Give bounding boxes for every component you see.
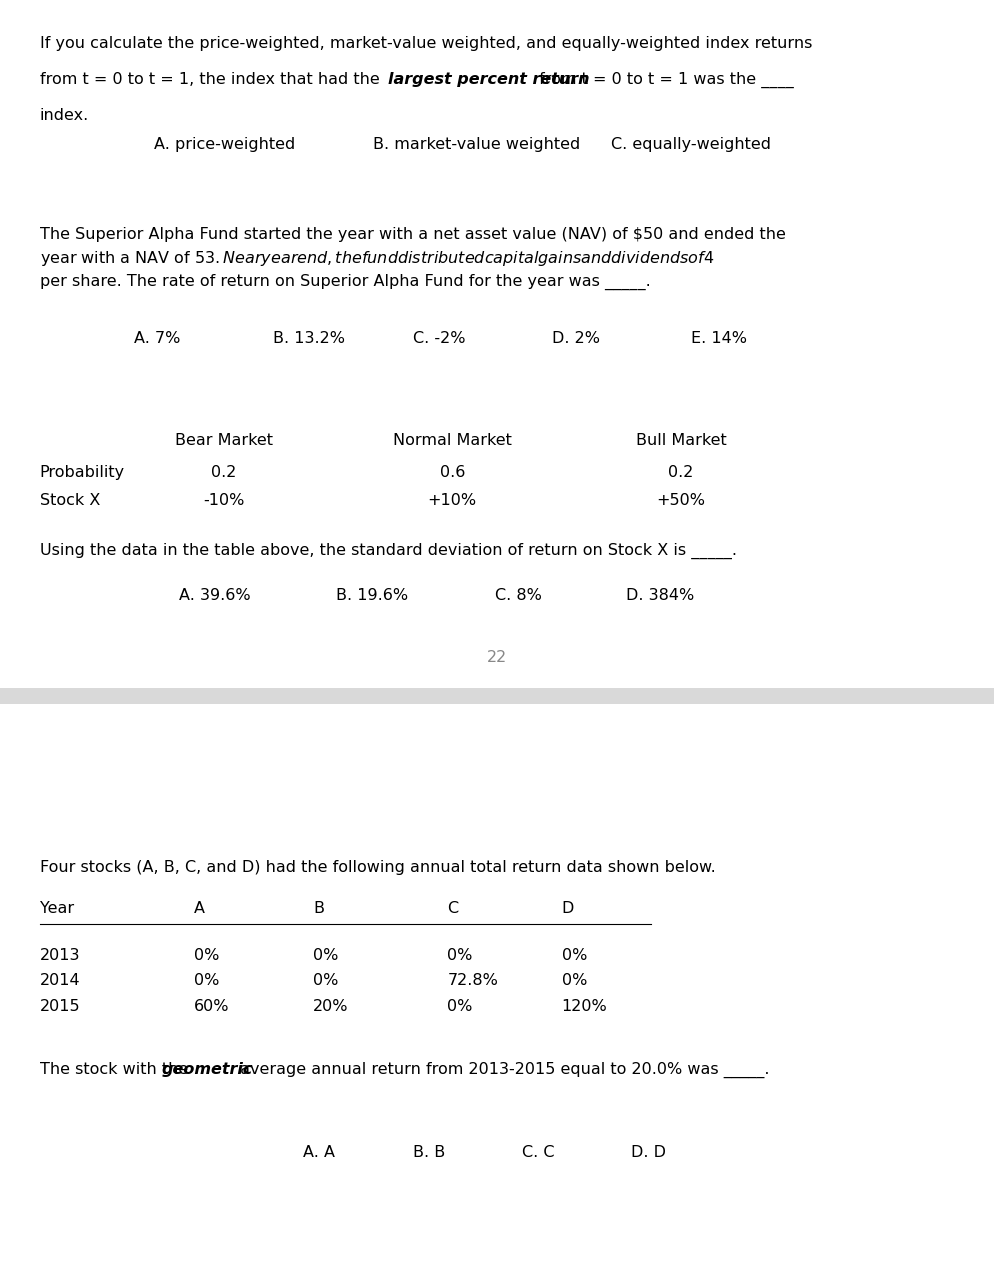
Text: Stock X: Stock X <box>40 493 100 508</box>
Text: D. 2%: D. 2% <box>552 331 599 347</box>
Text: The stock with the: The stock with the <box>40 1062 193 1077</box>
Text: C. C: C. C <box>522 1145 555 1161</box>
Text: Probability: Probability <box>40 465 125 480</box>
Text: A. 7%: A. 7% <box>134 331 181 347</box>
Text: 0%: 0% <box>562 973 587 989</box>
Text: A. A: A. A <box>303 1145 335 1161</box>
Text: -10%: -10% <box>203 493 245 508</box>
Text: Bear Market: Bear Market <box>175 433 272 448</box>
Text: D. 384%: D. 384% <box>626 588 695 603</box>
Text: C. -2%: C. -2% <box>413 331 465 347</box>
Bar <box>0 688 994 704</box>
Text: If you calculate the price-weighted, market-value weighted, and equally-weighted: If you calculate the price-weighted, mar… <box>40 36 812 51</box>
Text: B. 13.2%: B. 13.2% <box>273 331 345 347</box>
Text: D: D <box>562 901 574 917</box>
Text: A: A <box>194 901 205 917</box>
Text: E. 14%: E. 14% <box>691 331 746 347</box>
Text: 72.8%: 72.8% <box>447 973 498 989</box>
Text: Normal Market: Normal Market <box>393 433 512 448</box>
Text: from t = 0 to t = 1, the index that had the: from t = 0 to t = 1, the index that had … <box>40 72 385 87</box>
Text: C. 8%: C. 8% <box>495 588 542 603</box>
Text: 0%: 0% <box>313 973 339 989</box>
Text: 2015: 2015 <box>40 999 81 1014</box>
Text: Year: Year <box>40 901 74 917</box>
Text: 2014: 2014 <box>40 973 81 989</box>
Text: 20%: 20% <box>313 999 349 1014</box>
Text: 60%: 60% <box>194 999 230 1014</box>
Text: C. equally-weighted: C. equally-weighted <box>611 137 771 153</box>
Text: 2013: 2013 <box>40 948 81 963</box>
Text: 120%: 120% <box>562 999 607 1014</box>
Text: B: B <box>313 901 324 917</box>
Text: D. D: D. D <box>631 1145 666 1161</box>
Text: B. 19.6%: B. 19.6% <box>336 588 409 603</box>
Text: A. 39.6%: A. 39.6% <box>179 588 250 603</box>
Text: Using the data in the table above, the standard deviation of return on Stock X i: Using the data in the table above, the s… <box>40 543 737 560</box>
Text: Bull Market: Bull Market <box>635 433 727 448</box>
Text: +10%: +10% <box>427 493 477 508</box>
Text: C: C <box>447 901 458 917</box>
Text: +50%: +50% <box>656 493 706 508</box>
Text: 22: 22 <box>487 650 507 665</box>
Text: index.: index. <box>40 108 89 123</box>
Text: A. price-weighted: A. price-weighted <box>154 137 295 153</box>
Text: from t = 0 to t = 1 was the ____: from t = 0 to t = 1 was the ____ <box>534 72 793 89</box>
Text: largest percent return: largest percent return <box>388 72 589 87</box>
Text: 0%: 0% <box>562 948 587 963</box>
Text: 0%: 0% <box>194 973 220 989</box>
Text: average annual return from 2013-2015 equal to 20.0% was _____.: average annual return from 2013-2015 equ… <box>235 1062 769 1079</box>
Text: B. market-value weighted: B. market-value weighted <box>373 137 580 153</box>
Text: B. B: B. B <box>413 1145 444 1161</box>
Text: Four stocks (A, B, C, and D) had the following annual total return data shown be: Four stocks (A, B, C, and D) had the fol… <box>40 860 716 876</box>
Text: geometric: geometric <box>162 1062 253 1077</box>
Text: 0.2: 0.2 <box>211 465 237 480</box>
Text: 0%: 0% <box>194 948 220 963</box>
Text: 0%: 0% <box>447 948 473 963</box>
Text: 0.6: 0.6 <box>439 465 465 480</box>
Text: 0.2: 0.2 <box>668 465 694 480</box>
Text: 0%: 0% <box>447 999 473 1014</box>
Text: 0%: 0% <box>313 948 339 963</box>
Text: The Superior Alpha Fund started the year with a net asset value (NAV) of $50 and: The Superior Alpha Fund started the year… <box>40 227 785 290</box>
